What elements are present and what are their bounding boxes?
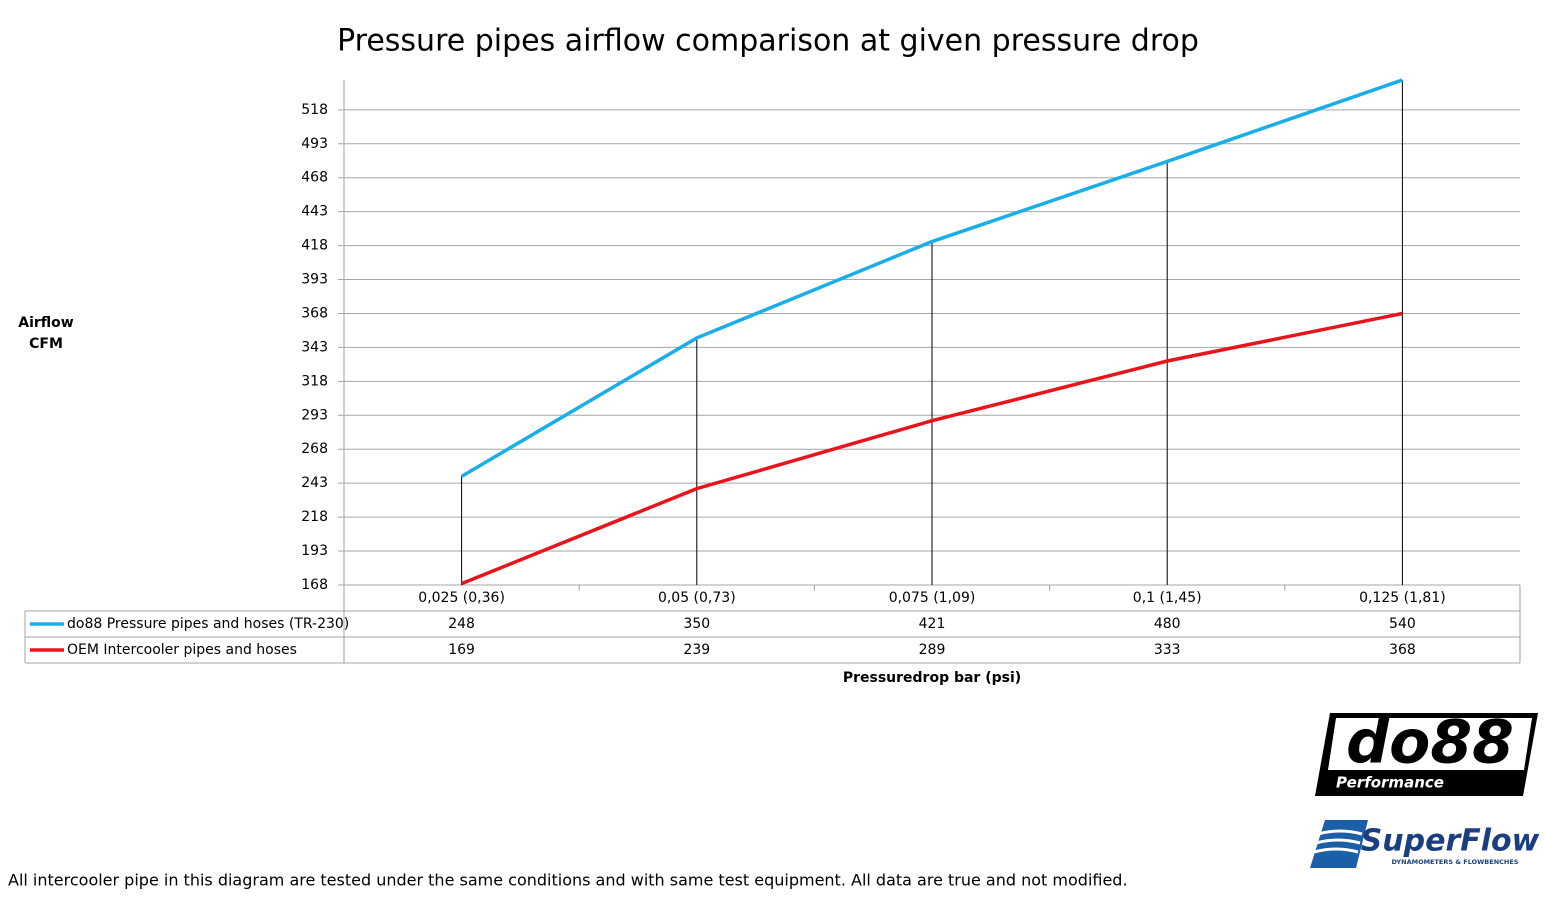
y-tick-label: 518 [301, 102, 328, 118]
y-axis-label: Airflow [18, 315, 74, 331]
y-tick-label: 193 [301, 543, 328, 559]
y-tick-label: 418 [301, 238, 328, 254]
x-tick-label: 0,075 (1,09) [889, 590, 976, 606]
y-tick-label: 368 [301, 305, 328, 321]
do88-logo: do88 Performance [1315, 708, 1538, 796]
y-tick-label: 343 [301, 339, 328, 355]
table-value: 333 [1154, 642, 1181, 658]
logo-inner [1328, 718, 1532, 770]
y-tick-label: 243 [301, 475, 328, 491]
table-value: 248 [448, 616, 475, 632]
table-value: 239 [683, 642, 710, 658]
footnote: All intercooler pipe in this diagram are… [8, 871, 1128, 890]
y-tick-label: 268 [301, 441, 328, 457]
logo-stripes [1313, 829, 1363, 854]
y-tick-label: 443 [301, 204, 328, 220]
table-value: 169 [448, 642, 475, 658]
table-value: 289 [919, 642, 946, 658]
x-axis-label: Pressuredrop bar (psi) [843, 670, 1021, 686]
logo-text: SuperFlow [1361, 824, 1540, 859]
table-value: 421 [919, 616, 946, 632]
y-tick-label: 393 [301, 272, 328, 288]
x-tick-label: 0,025 (0,36) [418, 590, 505, 606]
table-value: 350 [683, 616, 710, 632]
y-tick-label: 318 [301, 373, 328, 389]
y-tick-label: 493 [301, 136, 328, 152]
y-tick-label: 468 [301, 170, 328, 186]
x-tick-label: 0,05 (0,73) [658, 590, 736, 606]
y-axis-label: CFM [29, 336, 63, 352]
x-tick-label: 0,1 (1,45) [1133, 590, 1202, 606]
series-line [460, 78, 1403, 478]
y-tick-label: 168 [301, 577, 328, 593]
y-tick-label: 293 [301, 407, 328, 423]
series-line [460, 311, 1403, 586]
logo-subtext: DYNAMOMETERS & FLOWBENCHES [1392, 858, 1519, 866]
y-tick-label: 218 [301, 509, 328, 525]
table-value: 480 [1154, 616, 1181, 632]
table-value: 368 [1389, 642, 1416, 658]
superflow-logo: SuperFlow DYNAMOMETERS & FLOWBENCHES [1310, 820, 1540, 868]
table-value: 540 [1389, 616, 1416, 632]
legend-label: OEM Intercooler pipes and hoses [67, 642, 297, 658]
chart-title: Pressure pipes airflow comparison at giv… [337, 24, 1199, 59]
legend-label: do88 Pressure pipes and hoses (TR-230) [67, 616, 349, 632]
x-tick-label: 0,125 (1,81) [1359, 590, 1446, 606]
logo-subtext: Performance [1336, 774, 1444, 792]
logo-text: do88 [1346, 708, 1514, 778]
